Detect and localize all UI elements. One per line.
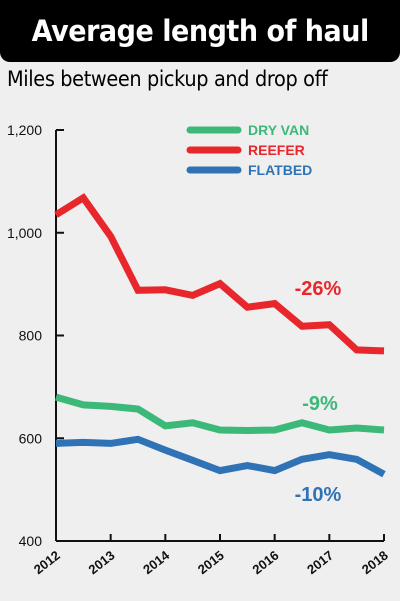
x-tick-label: 2012	[31, 548, 63, 578]
series-line-flatbed	[55, 435, 386, 478]
y-tick-label: 800	[19, 328, 43, 344]
legend-label-dry-van: DRY VAN	[248, 122, 309, 138]
series-line-reefer	[54, 193, 385, 355]
x-tick-label: 2017	[304, 548, 336, 578]
y-tick-label: 400	[19, 533, 43, 549]
chart-subtitle: Miles between pickup and drop off	[7, 67, 328, 91]
y-tick-label: 1,000	[7, 225, 42, 241]
chart-title: Average length of haul	[31, 14, 369, 48]
y-tick-label: 600	[19, 430, 43, 446]
x-tick-label: 2018	[359, 548, 391, 578]
change-label-dry-van: -9%	[302, 393, 338, 415]
legend-label-reefer: REEFER	[248, 142, 305, 158]
change-label-flatbed: -10%	[295, 484, 342, 506]
x-tick-label: 2016	[249, 548, 281, 578]
change-label-reefer: -26%	[295, 278, 342, 300]
x-tick-label: 2014	[140, 547, 173, 577]
y-tick-label: 1,200	[7, 122, 42, 138]
series-lines	[54, 193, 386, 478]
legend-label-flatbed: FLATBED	[248, 162, 312, 178]
chart-title-bar: Average length of haul	[0, 0, 400, 62]
legend: DRY VAN REEFER FLATBED	[186, 122, 312, 178]
x-tick-label: 2015	[195, 548, 227, 578]
change-labels: -9% -26% -10%	[295, 278, 342, 506]
x-tick-label: 2013	[85, 548, 117, 578]
